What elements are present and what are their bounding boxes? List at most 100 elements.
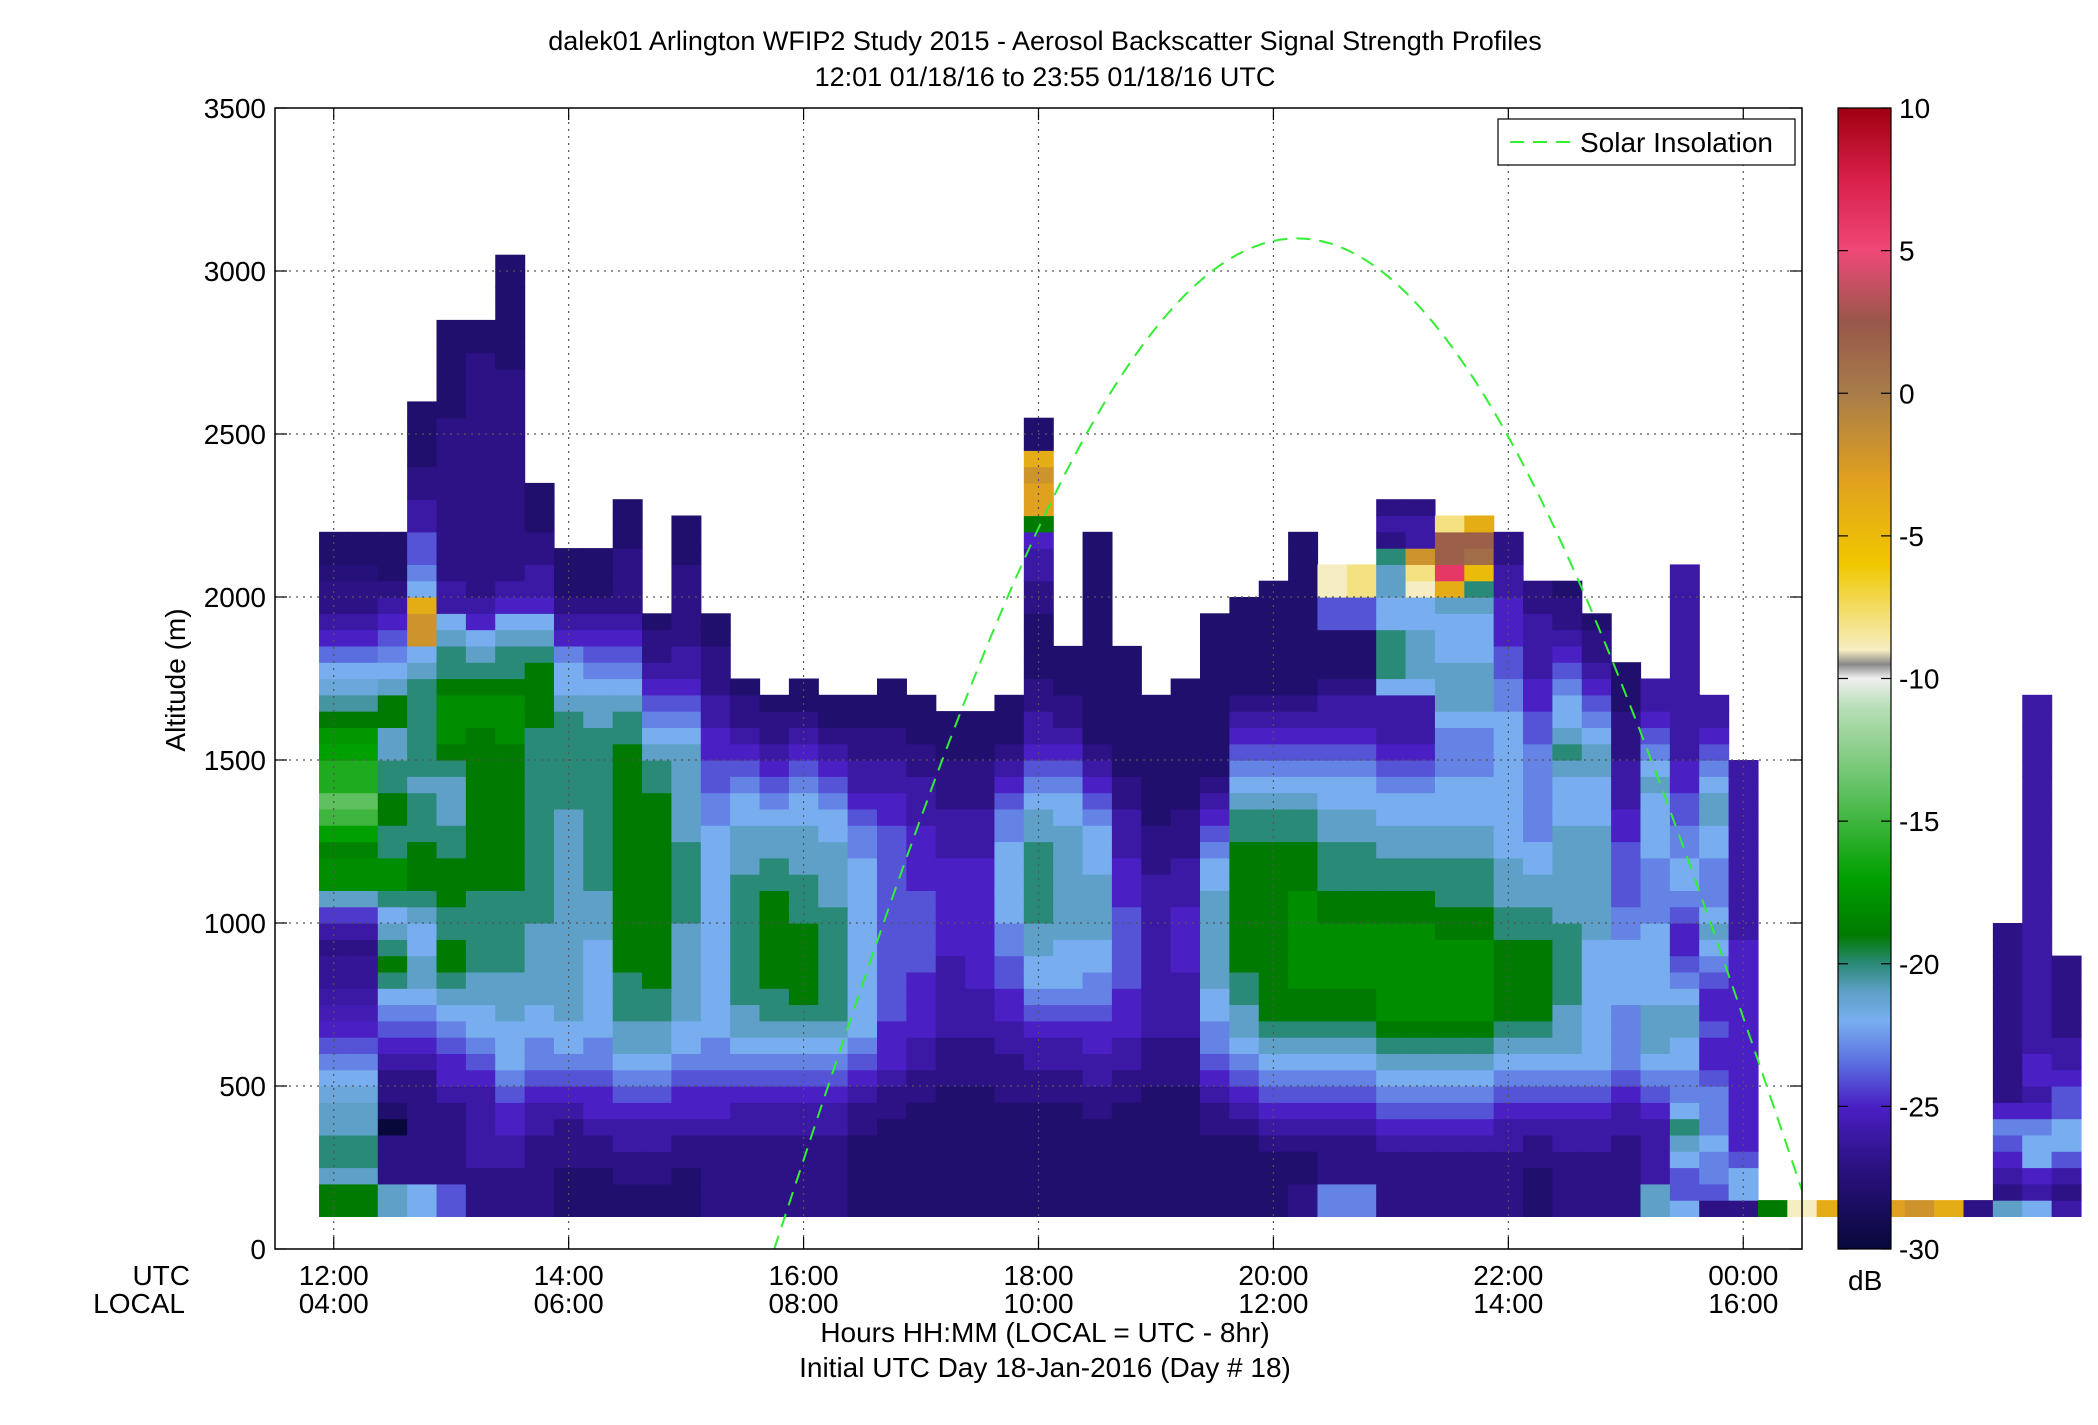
heatmap-cell — [1581, 662, 1612, 680]
heatmap-cell — [1434, 564, 1465, 582]
heatmap-cell — [319, 1134, 350, 1152]
heatmap-cell — [1611, 1037, 1642, 1054]
heatmap-cell — [1669, 1086, 1700, 1103]
heatmap-cell — [1346, 841, 1377, 859]
heatmap-cell — [1640, 727, 1671, 745]
heatmap-cell — [612, 808, 643, 826]
heatmap-cell — [1170, 776, 1201, 794]
heatmap-cell — [1258, 727, 1289, 745]
heatmap-cell — [671, 923, 702, 940]
heatmap-cell — [1053, 874, 1084, 891]
heatmap-cell — [1346, 988, 1377, 1006]
heatmap-cell — [348, 548, 379, 565]
heatmap-cell — [1141, 988, 1172, 1006]
heatmap-cell — [495, 629, 526, 647]
heatmap-cell — [1434, 662, 1465, 680]
heatmap-cell — [1346, 906, 1377, 924]
heatmap-cell — [1405, 597, 1436, 614]
heatmap-cell — [1288, 841, 1319, 859]
heatmap-cell — [730, 825, 761, 843]
heatmap-cell — [612, 1053, 643, 1071]
heatmap-cell — [788, 841, 819, 859]
heatmap-cell — [1317, 1151, 1348, 1169]
heatmap-cell — [1258, 1167, 1289, 1185]
heatmap-cell — [348, 906, 379, 924]
heatmap-cell — [1229, 1118, 1260, 1136]
heatmap-cell — [495, 988, 526, 1006]
heatmap-cell — [1434, 1118, 1465, 1136]
heatmap-cell — [1523, 1118, 1553, 1136]
heatmap-cell — [524, 531, 555, 549]
heatmap-cell — [700, 727, 731, 745]
heatmap-cell — [524, 678, 555, 696]
heatmap-cell — [1669, 1118, 1700, 1136]
heatmap-cell — [1611, 857, 1642, 875]
heatmap-cell — [700, 1200, 731, 1217]
heatmap-cell — [1640, 1167, 1671, 1185]
heatmap-cell — [553, 629, 584, 647]
heatmap-cell — [1141, 1118, 1172, 1136]
heatmap-cell — [994, 1020, 1025, 1038]
heatmap-cell — [1669, 1200, 1700, 1217]
heatmap-cell — [407, 482, 438, 500]
heatmap-cell — [1552, 1004, 1583, 1022]
heatmap-cell — [1493, 1020, 1524, 1038]
heatmap-cell — [1405, 923, 1436, 940]
heatmap-cell — [1405, 743, 1436, 761]
heatmap-cell — [583, 662, 614, 680]
heatmap-cell — [818, 727, 849, 745]
heatmap-cell — [1317, 792, 1348, 810]
heatmap-cell — [1464, 645, 1495, 663]
heatmap-cell — [994, 808, 1025, 826]
heatmap-cell — [1493, 874, 1524, 891]
heatmap-cell — [759, 841, 790, 859]
heatmap-cell — [788, 825, 819, 843]
heatmap-cell — [524, 1086, 555, 1103]
heatmap-cell — [436, 319, 467, 337]
heatmap-cell — [1552, 906, 1583, 924]
heatmap-cell — [1200, 1053, 1230, 1071]
heatmap-cell — [847, 939, 878, 957]
heatmap-cell — [1346, 564, 1377, 582]
heatmap-cell — [436, 466, 467, 484]
heatmap-cell — [642, 1069, 673, 1087]
heatmap-cell — [407, 857, 438, 875]
heatmap-cell — [583, 1020, 614, 1038]
heatmap-cell — [1640, 678, 1671, 696]
heatmap-cell — [1141, 955, 1172, 973]
heatmap-cell — [1317, 906, 1348, 924]
heatmap-cell — [1082, 662, 1113, 680]
heatmap-cell — [465, 499, 496, 517]
heatmap-cell — [1992, 955, 2023, 973]
heatmap-cell — [612, 515, 643, 533]
heatmap-cell — [1552, 841, 1583, 859]
heatmap-cell — [495, 515, 526, 533]
heatmap-cell — [847, 792, 878, 810]
heatmap-cell — [553, 727, 584, 745]
heatmap-cell — [1405, 760, 1436, 777]
heatmap-cell — [612, 743, 643, 761]
heatmap-cell — [524, 808, 555, 826]
heatmap-cell — [906, 1004, 937, 1022]
heatmap-cell — [994, 1183, 1025, 1201]
heatmap-cell — [1317, 1183, 1348, 1201]
heatmap-cell — [407, 678, 438, 696]
heatmap-cell — [1464, 988, 1495, 1006]
heatmap-cell — [994, 1004, 1025, 1022]
heatmap-cell — [1053, 808, 1084, 826]
heatmap-cell — [348, 694, 379, 712]
heatmap-cell — [407, 971, 438, 989]
heatmap-cell — [1346, 808, 1377, 826]
heatmap-cell — [436, 923, 467, 940]
heatmap-cell — [1053, 825, 1084, 843]
heatmap-cell — [583, 564, 614, 582]
heatmap-cell — [1523, 662, 1553, 680]
heatmap-cell — [1258, 613, 1289, 631]
heatmap-cell — [1611, 760, 1642, 777]
heatmap-cell — [583, 971, 614, 989]
heatmap-cell — [407, 629, 438, 647]
heatmap-cell — [1728, 890, 1759, 908]
heatmap-cell — [1376, 1020, 1407, 1038]
heatmap-cell — [1405, 1069, 1436, 1087]
heatmap-cell — [319, 1037, 350, 1054]
